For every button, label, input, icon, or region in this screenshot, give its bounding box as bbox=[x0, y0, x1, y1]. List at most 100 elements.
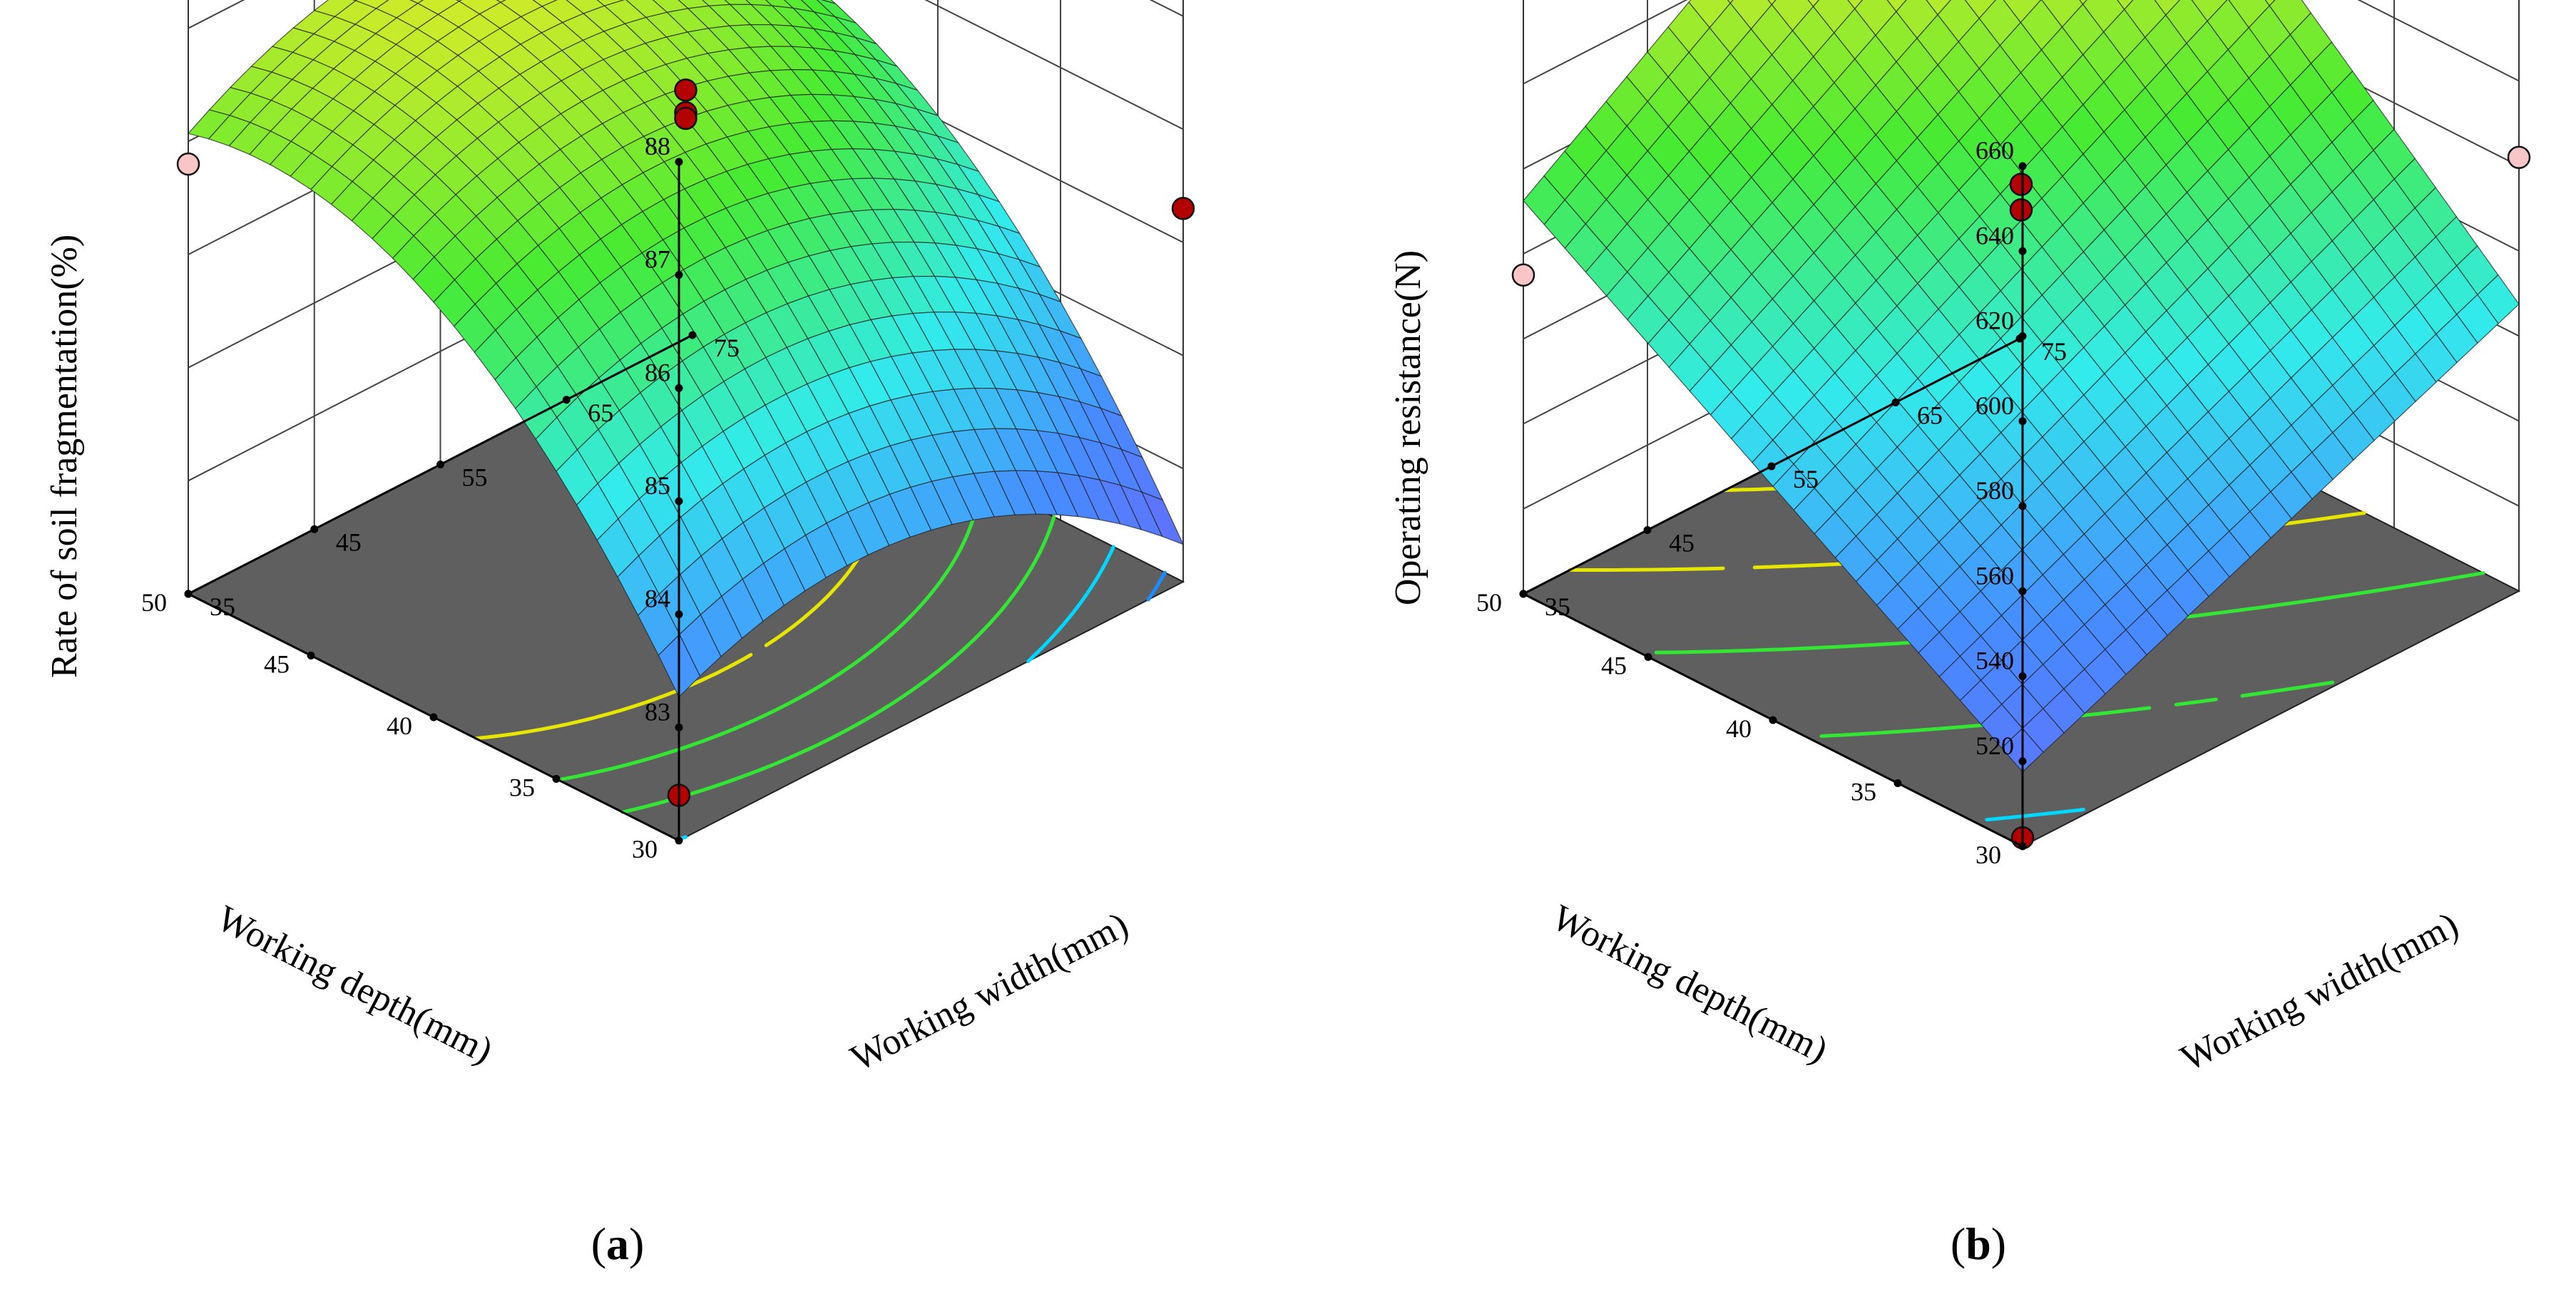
z-tick-mark bbox=[675, 610, 683, 619]
y-tick-label: 35 bbox=[210, 592, 235, 621]
contour-line bbox=[1146, 570, 1167, 602]
panel-b-operating-resistance: 30 35 40 45 50 35 45 55 65 75 520 540 560 580 600 620 64… bbox=[1388, 0, 2531, 1269]
surface-cell bbox=[2079, 0, 2087, 5]
contour-line bbox=[620, 515, 1056, 814]
y-tick-mark bbox=[436, 461, 444, 468]
x-tick-label: 50 bbox=[1476, 588, 1502, 617]
y-tick-label: 65 bbox=[1917, 401, 1943, 430]
x-tick-label: 45 bbox=[1601, 652, 1627, 680]
x-tick-mark bbox=[2018, 842, 2027, 851]
y-tick-label: 45 bbox=[336, 528, 362, 556]
y-tick-mark bbox=[688, 331, 697, 339]
surface-cell bbox=[1767, 0, 1777, 6]
x-tick-mark bbox=[1769, 716, 1777, 724]
z-tick-mark bbox=[2018, 757, 2027, 766]
surface-cell bbox=[409, 0, 424, 4]
z-axis-label: Operating resistance(N) bbox=[1388, 250, 1428, 605]
x-tick-label: 35 bbox=[509, 774, 535, 802]
y-tick-label: 55 bbox=[1793, 465, 1819, 493]
response-surface bbox=[187, 0, 1185, 698]
x-tick-mark bbox=[675, 836, 683, 845]
y-tick-mark bbox=[1891, 399, 1900, 406]
axes: 30 35 40 45 50 35 45 55 65 75 520 540 560 580 600 620 64… bbox=[1476, 136, 2067, 869]
x-axis-label: Working depth(mm) bbox=[1545, 897, 1834, 1071]
x-tick-label: 40 bbox=[1726, 714, 1752, 743]
y-tick-mark bbox=[310, 525, 319, 533]
design-point bbox=[1171, 197, 1195, 220]
x-tick-mark bbox=[1644, 653, 1652, 661]
design-point bbox=[674, 106, 697, 130]
panel-a-soil-fragmentation: 30 35 40 45 50 35 45 55 65 75 83 84 85 86 87 88 Rate of… bbox=[44, 0, 1195, 1269]
z-tick-label: 86 bbox=[645, 358, 670, 386]
surface-cell bbox=[1847, 0, 1864, 10]
z-tick-mark bbox=[2018, 587, 2027, 595]
z-tick-mark bbox=[2018, 417, 2027, 426]
z-tick-label: 660 bbox=[1976, 136, 2014, 165]
y-tick-mark bbox=[1519, 590, 1528, 598]
y-tick-label: 55 bbox=[462, 463, 488, 492]
z-tick-label: 88 bbox=[645, 132, 670, 160]
response-surface bbox=[1523, 0, 2520, 773]
z-tick-mark bbox=[2018, 332, 2027, 340]
y-axis-label: Working width(mm) bbox=[844, 905, 1135, 1079]
y-tick-label: 45 bbox=[1669, 529, 1695, 558]
y-tick-label: 35 bbox=[1545, 592, 1570, 621]
y-tick-mark bbox=[1767, 462, 1776, 471]
x-tick-mark bbox=[307, 652, 315, 659]
design-point bbox=[2009, 198, 2033, 222]
design-point bbox=[176, 152, 200, 176]
design-point bbox=[2507, 145, 2531, 170]
y-tick-mark bbox=[1643, 526, 1652, 534]
x-tick-mark bbox=[1893, 779, 1902, 787]
z-tick-mark bbox=[2018, 247, 2027, 255]
panel-label: a bbox=[606, 1218, 629, 1269]
z-tick-mark bbox=[2018, 502, 2027, 510]
design-point bbox=[674, 78, 697, 102]
y-axis-label: Working width(mm) bbox=[2174, 905, 2465, 1079]
design-point bbox=[1511, 263, 1535, 287]
x-tick-label: 40 bbox=[387, 712, 412, 740]
y-tick-label: 65 bbox=[588, 399, 613, 427]
surface-cell bbox=[2117, 0, 2134, 11]
surface-cell bbox=[1926, 0, 1952, 16]
z-tick-mark bbox=[675, 723, 683, 731]
z-tick-label: 540 bbox=[1976, 647, 2014, 675]
z-tick-mark bbox=[2018, 162, 2027, 170]
z-tick-mark bbox=[675, 384, 683, 392]
z-tick-mark bbox=[2018, 672, 2027, 680]
x-tick-mark bbox=[552, 775, 561, 783]
x-tick-label: 35 bbox=[1851, 778, 1876, 806]
z-tick-label: 83 bbox=[645, 697, 670, 726]
z-tick-label: 520 bbox=[1976, 731, 2014, 760]
surface-cell bbox=[1886, 0, 1907, 13]
design-points bbox=[176, 78, 1195, 807]
panel-caption: (b) bbox=[1951, 1218, 2006, 1269]
panel-caption: (a) bbox=[591, 1218, 645, 1269]
z-tick-label: 580 bbox=[1976, 476, 2014, 505]
axes: 30 35 40 45 50 35 45 55 65 75 83 84 85 86 87 88 bbox=[141, 132, 740, 863]
z-tick-label: 600 bbox=[1976, 391, 2014, 420]
y-tick-label: 75 bbox=[714, 334, 740, 362]
z-tick-label: 87 bbox=[645, 245, 670, 274]
panel-label: b bbox=[1966, 1218, 1991, 1269]
contour-line bbox=[1985, 808, 2085, 822]
surface-cell bbox=[1807, 0, 1820, 8]
design-point bbox=[2009, 173, 2033, 196]
z-tick-label: 560 bbox=[1976, 561, 2014, 590]
x-tick-label: 30 bbox=[632, 835, 658, 863]
z-tick-label: 620 bbox=[1976, 307, 2014, 335]
z-tick-mark bbox=[675, 271, 683, 279]
z-tick-label: 85 bbox=[645, 471, 670, 500]
z-tick-label: 640 bbox=[1976, 221, 2014, 250]
surface-cell bbox=[1727, 0, 1734, 4]
x-tick-label: 45 bbox=[264, 650, 290, 679]
z-tick-mark bbox=[675, 497, 683, 505]
z-tick-label: 84 bbox=[645, 585, 670, 613]
z-axis-label: Rate of soil fragmentation(%) bbox=[44, 235, 85, 678]
x-tick-label: 50 bbox=[141, 588, 167, 617]
z-tick-mark bbox=[675, 158, 683, 166]
y-tick-label: 75 bbox=[2041, 337, 2067, 366]
y-tick-mark bbox=[184, 590, 193, 598]
y-tick-mark bbox=[562, 396, 571, 404]
